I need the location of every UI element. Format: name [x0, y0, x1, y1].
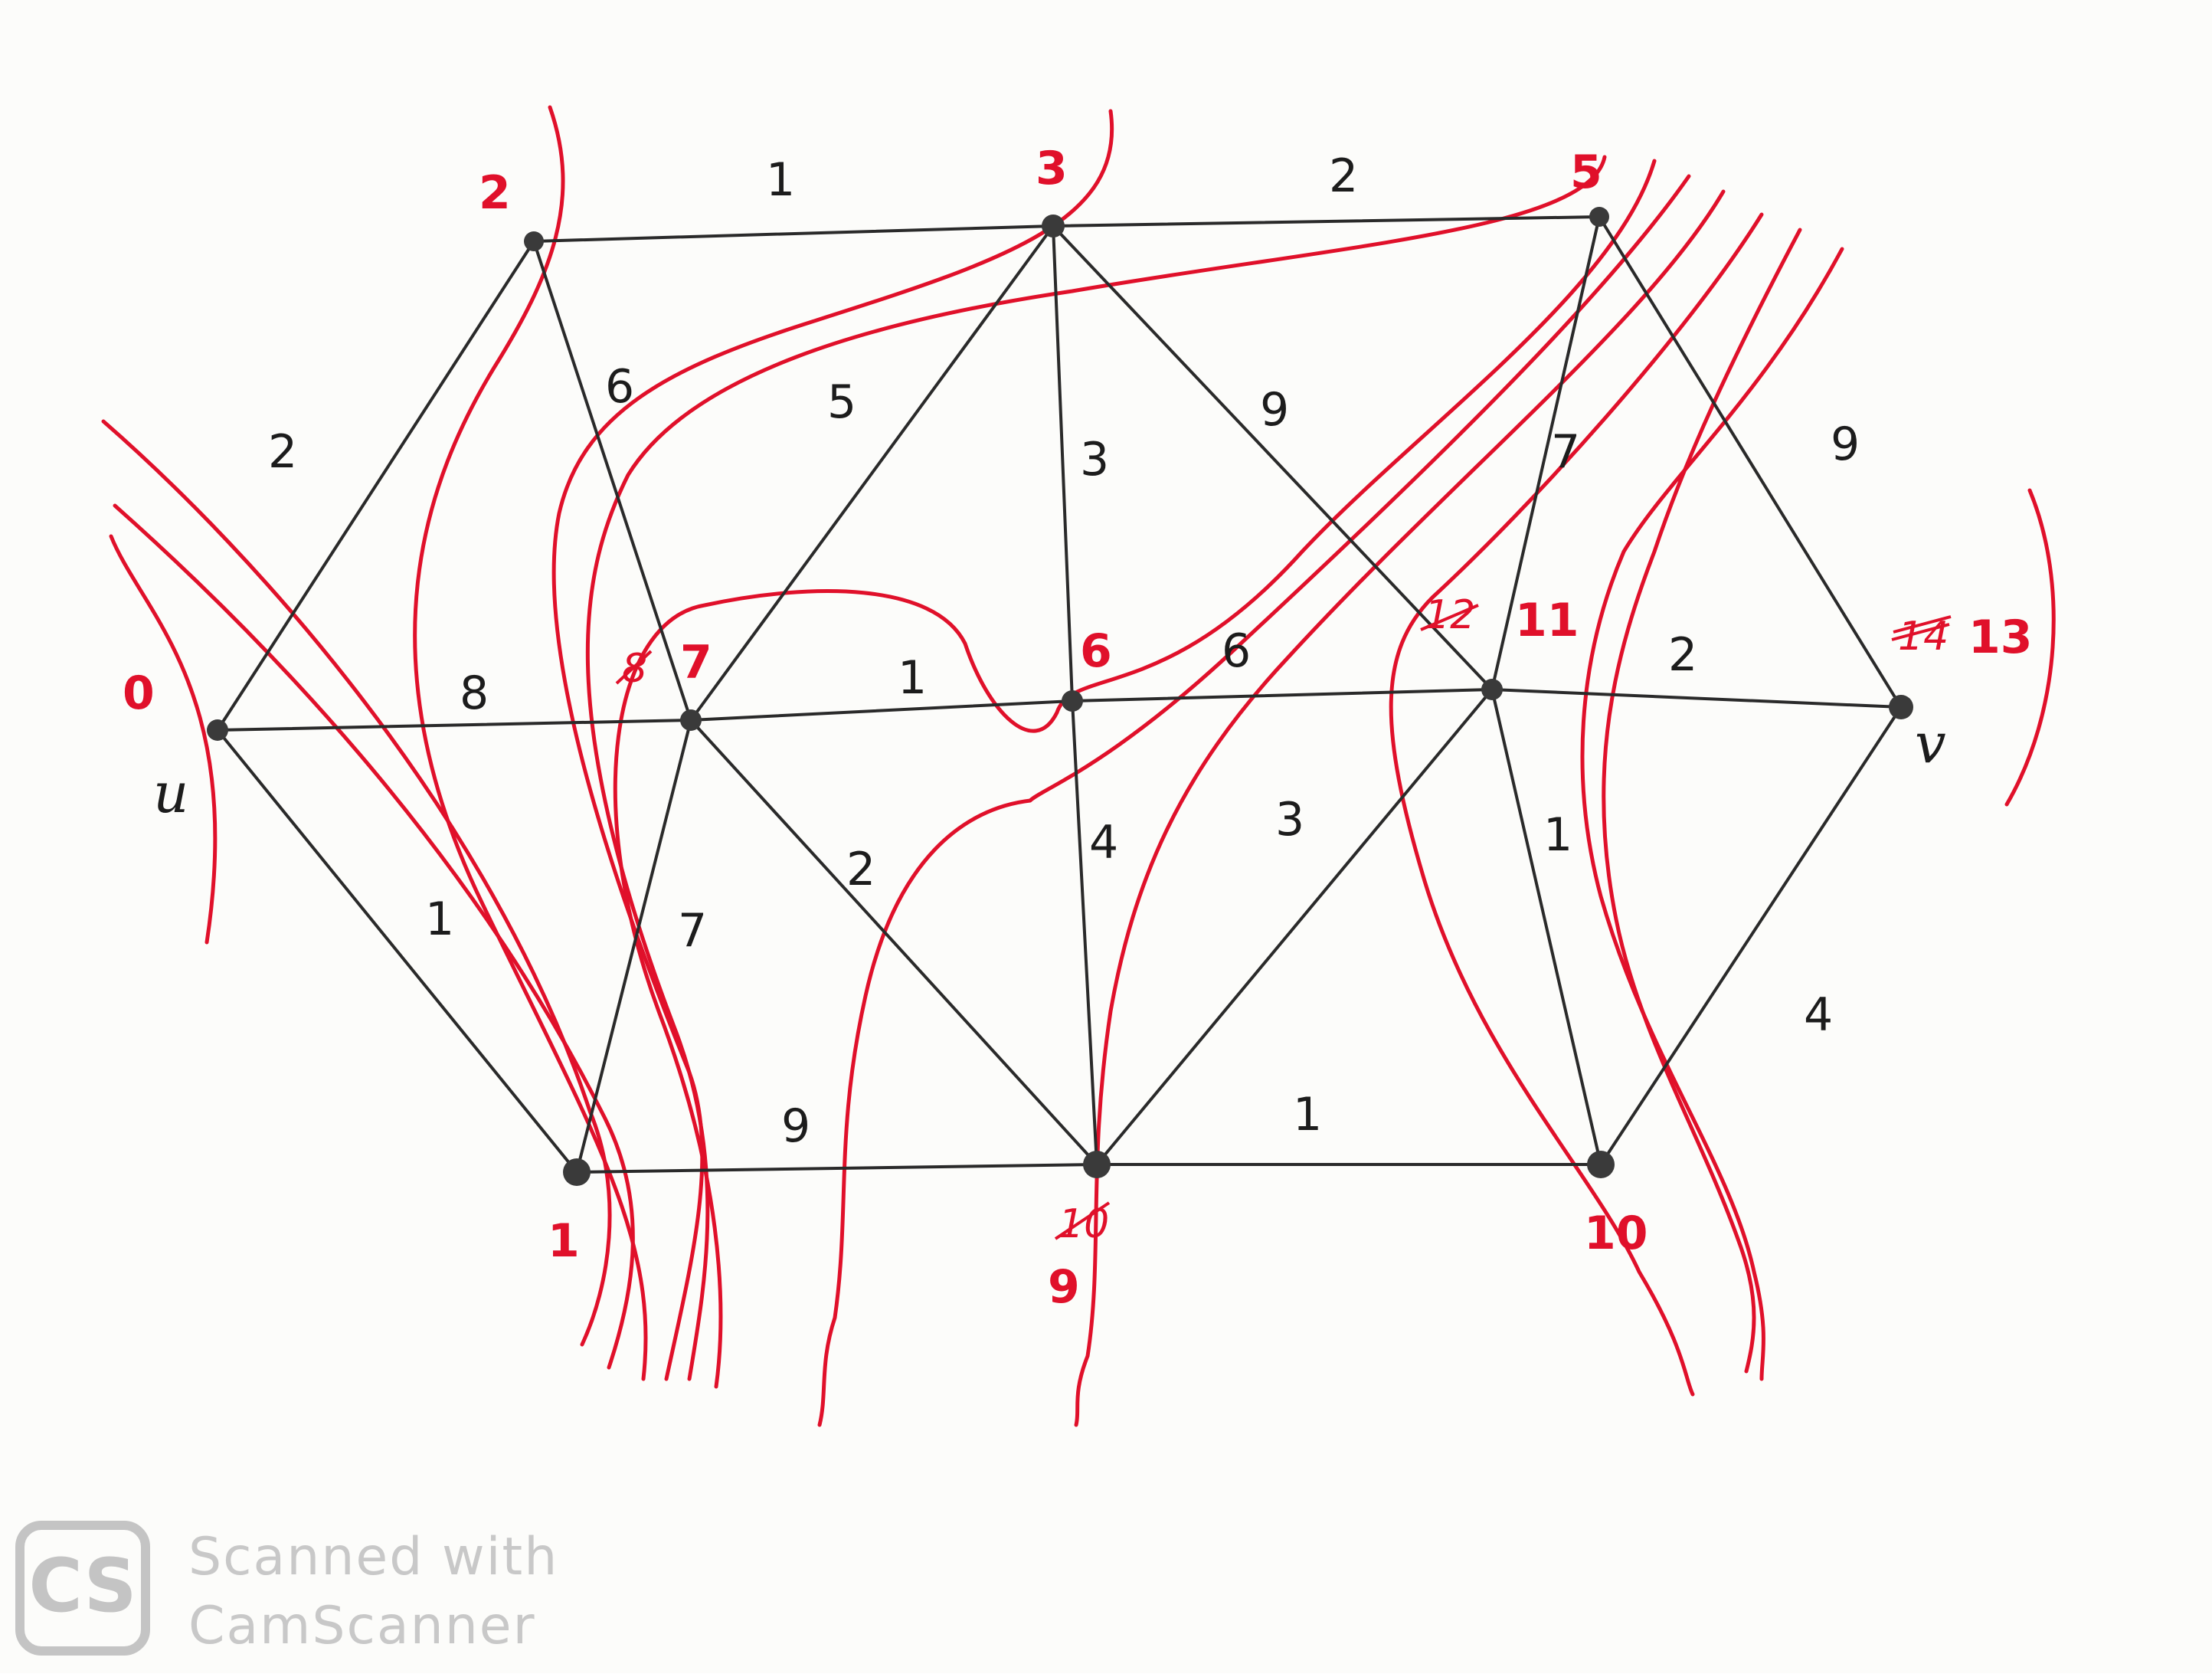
- edge-weight: 1: [898, 651, 927, 705]
- edge-1-9: [575, 1163, 1098, 1174]
- edge-weight: 6: [1222, 624, 1251, 678]
- edge-3-11: [1052, 224, 1494, 691]
- node-label: 7: [680, 636, 712, 689]
- edge-0-1: [216, 729, 578, 1174]
- graph-node: [1889, 695, 1913, 719]
- cut-curve: [413, 105, 648, 1381]
- node-label: 0: [123, 667, 155, 720]
- graph-node: [680, 709, 702, 731]
- node-label: 13: [1968, 611, 2033, 664]
- strike-mark: [1420, 604, 1479, 631]
- edge-weight: 4: [1804, 988, 1833, 1042]
- graph-node: [1062, 690, 1083, 712]
- cut-curve: [1580, 247, 1844, 1381]
- edges: [216, 215, 1903, 1174]
- edge-2-3: [532, 224, 1055, 243]
- node-label: 5: [1570, 146, 1602, 199]
- cut-curve: [613, 159, 1657, 1389]
- cut-curve: [1389, 212, 1764, 1397]
- edge-7-9: [689, 719, 1098, 1166]
- edge-7-1: [575, 719, 692, 1174]
- strike-mark: [1893, 615, 1952, 634]
- node-label: 10: [1584, 1207, 1648, 1260]
- cut-curve: [1074, 189, 1726, 1427]
- edge-weight: 2: [1329, 149, 1358, 203]
- cut-curve: [101, 419, 612, 1347]
- edge-weight: 9: [1260, 383, 1289, 437]
- edge-weight: 1: [1543, 808, 1572, 862]
- edge-11-9: [1095, 688, 1494, 1166]
- edge-weight: 1: [425, 893, 454, 946]
- edge-11-13: [1490, 688, 1903, 709]
- edge-weight: 1: [1293, 1088, 1322, 1141]
- watermark-line-1: Scanned with: [188, 1527, 559, 1587]
- edge-weight: 8: [460, 667, 489, 720]
- edge-weight: 9: [1831, 418, 1860, 471]
- cut-curves: [101, 105, 2056, 1427]
- cut-curve: [817, 174, 1691, 1427]
- node-label: 1: [548, 1214, 580, 1268]
- edge-6-9: [1071, 699, 1098, 1166]
- edge-7-6: [689, 699, 1074, 722]
- edge-weight: 2: [846, 843, 875, 896]
- edge-5-11: [1490, 215, 1601, 691]
- graph-node: [1042, 215, 1065, 237]
- nodes: [207, 207, 1913, 1186]
- graph-node: [1587, 1151, 1615, 1178]
- cut-curve-sink: [2004, 488, 2056, 807]
- edge-6-11: [1071, 688, 1494, 703]
- edge-3-7: [689, 224, 1055, 722]
- camscanner-watermark: CS Scanned with CamScanner: [15, 1521, 582, 1666]
- node-label: 3: [1036, 142, 1068, 195]
- edge-weight: 9: [781, 1099, 810, 1153]
- edge-0-2: [216, 240, 535, 732]
- edge-weight: 3: [1080, 433, 1109, 486]
- cut-curve: [1602, 228, 1802, 1374]
- cut-curve-source: [109, 534, 218, 945]
- edge-5-13: [1598, 215, 1903, 709]
- source-tag: u: [153, 761, 188, 825]
- camscanner-logo-text: CS: [28, 1543, 137, 1629]
- edge-weight: 5: [827, 375, 856, 429]
- cut-curve: [551, 109, 1114, 1381]
- camscanner-logo-icon: [15, 1521, 150, 1656]
- edge-weights: 2 8 1 1 6 2 5 3 9 7 9 1 7 2 6 4 2 3 1 9 …: [268, 149, 1860, 1153]
- edge-weight: 1: [766, 153, 795, 207]
- edge-11-10: [1490, 688, 1602, 1166]
- node-label-struck: 12: [1425, 592, 1475, 638]
- edge-weight: 6: [605, 360, 634, 414]
- watermark-line-2: CamScanner: [188, 1596, 536, 1656]
- edge-10-13: [1599, 706, 1903, 1166]
- graph-node: [524, 231, 544, 251]
- node-label-struck: 8: [622, 646, 647, 692]
- graph-node: [1589, 207, 1609, 227]
- edge-3-6: [1052, 224, 1074, 703]
- node-label: 11: [1515, 594, 1579, 647]
- strike-mark: [615, 650, 653, 685]
- cut-curve: [585, 155, 1607, 1381]
- strike-mark: [1891, 623, 1950, 641]
- cut-curve: [113, 503, 635, 1370]
- edge-3-5: [1052, 215, 1601, 228]
- node-labels: 0 2 3 5 8 7 6 12 11 14 13 1 10 9 10: [123, 142, 2033, 1314]
- node-label: 2: [479, 166, 511, 220]
- edge-weight: 7: [1551, 425, 1580, 479]
- sink-tag: v: [1915, 711, 1946, 775]
- edge-0-7: [216, 719, 692, 732]
- edge-weight: 7: [678, 904, 707, 958]
- node-label: 9: [1048, 1260, 1080, 1314]
- graph-node: [563, 1158, 591, 1186]
- graph-node: [1083, 1151, 1111, 1178]
- graph-node: [1481, 679, 1503, 700]
- edge-2-7: [532, 240, 692, 722]
- edge-weight: 2: [1668, 628, 1697, 682]
- edge-weight: 3: [1275, 793, 1304, 847]
- edge-weight: 4: [1089, 816, 1118, 870]
- graph-node: [207, 719, 228, 741]
- strike-mark: [1054, 1201, 1111, 1240]
- edge-weight: 2: [268, 425, 297, 479]
- node-label: 6: [1080, 624, 1112, 678]
